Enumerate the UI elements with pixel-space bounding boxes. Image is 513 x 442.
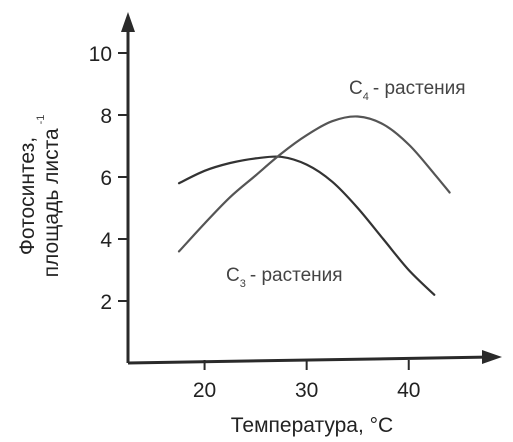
y-tick-label: 2 (100, 291, 112, 314)
x-axis-title: Температура, °C (231, 414, 393, 437)
x-axis-arrow (482, 350, 502, 364)
series-label-c4: C4- растения (349, 78, 466, 103)
y-tick-label: 6 (100, 167, 112, 190)
x-tick-label: 40 (397, 379, 420, 402)
x-axis (127, 350, 502, 365)
x-tick-label: 20 (193, 379, 216, 402)
y-ticks: 2 4 6 8 10 (89, 43, 128, 314)
y-axis-title-line2: площадь листа-1 (35, 115, 63, 278)
series-line-c3 (177, 155, 436, 296)
y-axis-title: Фотосинтез, площадь листа-1 (16, 115, 63, 278)
y-tick-label: 8 (100, 105, 112, 128)
y-tick-label: 4 (100, 229, 112, 252)
series-label-c3: C3- растения (226, 265, 343, 290)
y-tick-label: 10 (89, 43, 112, 66)
x-ticks: 20 30 40 (193, 360, 420, 402)
series-lines (177, 115, 451, 296)
y-axis-title-line1: Фотосинтез, (16, 137, 39, 255)
x-tick-label: 30 (295, 379, 318, 402)
y-axis (121, 12, 135, 363)
y-axis-arrow (121, 12, 135, 32)
series-line-c4 (177, 115, 451, 253)
